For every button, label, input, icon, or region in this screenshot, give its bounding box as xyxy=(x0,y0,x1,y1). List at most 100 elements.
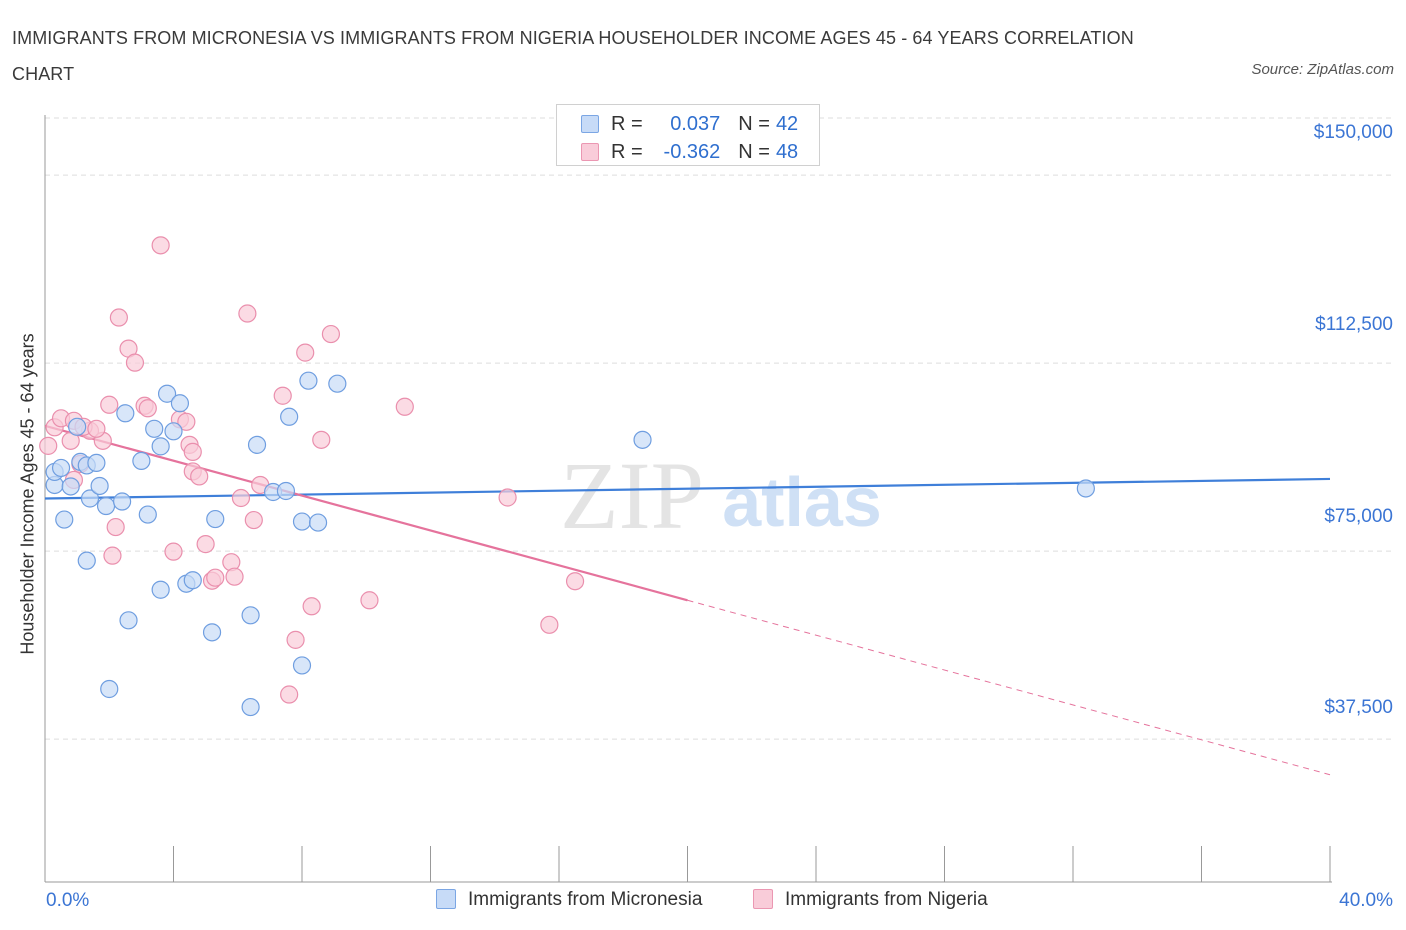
trend-line-solid xyxy=(44,424,688,602)
micronesia-r-value: 0.037 xyxy=(670,113,721,135)
data-points xyxy=(39,236,1095,717)
nigeria-point xyxy=(273,386,292,405)
trend-line-dashed xyxy=(687,599,1331,776)
chart-title: IMMIGRANTS FROM MICRONESIA VS IMMIGRANTS… xyxy=(12,28,1134,84)
nigeria-point xyxy=(138,399,157,418)
nigeria-point xyxy=(360,591,379,610)
micronesia-point xyxy=(116,404,135,423)
micronesia-point xyxy=(138,505,157,524)
micronesia-point xyxy=(151,580,170,599)
nigeria-point xyxy=(286,630,305,649)
watermark: ZIP atlas xyxy=(560,442,882,549)
y-axis-label: Householder Income Ages 45 - 64 years xyxy=(17,333,38,655)
micronesia-point xyxy=(299,371,318,390)
micronesia-point xyxy=(308,513,328,532)
y-tick-label: $75,000 xyxy=(1324,506,1393,527)
micronesia-point xyxy=(87,453,106,473)
gridlines xyxy=(45,117,1392,740)
micronesia-point xyxy=(112,492,132,511)
micronesia-swatch xyxy=(581,115,599,133)
micronesia-point xyxy=(96,496,116,516)
nigeria-point xyxy=(321,324,341,344)
nigeria-point xyxy=(87,419,106,438)
nigeria-point xyxy=(280,685,299,704)
nigeria-point xyxy=(302,597,321,616)
micronesia-point xyxy=(247,435,267,454)
source-label: Source: ZipAtlas.com xyxy=(1251,61,1394,78)
trend-line-solid xyxy=(44,477,1331,500)
nigeria-point xyxy=(151,236,170,255)
micronesia-point xyxy=(77,551,96,570)
micronesia-point xyxy=(157,384,177,403)
y-tick-label: $37,500 xyxy=(1324,697,1393,718)
nigeria-point xyxy=(177,412,196,431)
nigeria-point xyxy=(231,488,251,508)
nigeria-r-value: -0.362 xyxy=(663,141,721,163)
legend-label: Immigrants from Micronesia xyxy=(468,889,703,910)
nigeria-point xyxy=(395,397,414,416)
nigeria-point xyxy=(164,542,183,561)
n-label: N = xyxy=(738,141,770,163)
micronesia-point xyxy=(292,512,312,531)
micronesia-point xyxy=(280,407,299,426)
watermark-zip: ZIP xyxy=(560,442,704,549)
y-tick-label: $150,000 xyxy=(1313,122,1393,143)
micronesia-point xyxy=(1076,479,1095,498)
micronesia-point xyxy=(276,481,296,501)
micronesia-point xyxy=(145,419,164,438)
nigeria-point xyxy=(109,308,128,327)
micronesia-point xyxy=(206,509,225,529)
micronesia-point xyxy=(164,422,183,441)
micronesia-point xyxy=(202,623,222,642)
nigeria-swatch xyxy=(581,143,599,161)
watermark-atlas: atlas xyxy=(722,463,882,541)
micronesia-point xyxy=(170,394,190,413)
nigeria-point xyxy=(39,436,58,455)
legend-item-micronesia: Immigrants from Micronesia xyxy=(436,889,702,911)
micronesia-point xyxy=(61,477,80,496)
legend-item-nigeria: Immigrants from Nigeria xyxy=(753,889,988,911)
micronesia-point xyxy=(90,476,109,496)
micronesia-point xyxy=(183,571,202,590)
y-tick-label: $112,500 xyxy=(1315,314,1393,335)
x-tick-label-left: 0.0% xyxy=(46,890,90,911)
n-label: N = xyxy=(738,113,770,135)
nigeria-point xyxy=(196,535,215,554)
nigeria-point xyxy=(100,395,119,414)
stats-row-nigeria: R = -0.362 N = 48 xyxy=(581,139,798,165)
nigeria-point xyxy=(183,442,202,461)
legend-label: Immigrants from Nigeria xyxy=(785,889,988,910)
r-label: R = xyxy=(611,141,643,163)
micronesia-point xyxy=(132,451,151,471)
micronesia-point xyxy=(68,417,87,436)
nigeria-point xyxy=(225,567,244,586)
micronesia-point xyxy=(241,697,260,717)
nigeria-point xyxy=(106,517,125,537)
nigeria-point xyxy=(540,615,559,634)
micronesia-point xyxy=(51,458,71,478)
stats-legend: R = 0.037 N = 42 R = -0.362 N = 48 xyxy=(556,104,820,166)
nigeria-point xyxy=(244,510,263,530)
nigeria-legend-swatch xyxy=(753,889,773,909)
trend-lines xyxy=(44,424,1331,776)
nigeria-point xyxy=(103,546,122,565)
nigeria-point xyxy=(238,304,257,323)
micronesia-point xyxy=(292,656,312,675)
nigeria-point xyxy=(565,572,585,591)
micronesia-n-value: 42 xyxy=(775,113,799,135)
micronesia-point xyxy=(100,679,119,699)
nigeria-point xyxy=(190,467,209,486)
micronesia-legend-swatch xyxy=(436,889,456,909)
nigeria-n-value: 48 xyxy=(775,141,799,163)
x-tick-label-right: 40.0% xyxy=(1339,890,1393,911)
micronesia-point xyxy=(633,430,652,449)
nigeria-point xyxy=(312,430,331,449)
nigeria-point xyxy=(125,353,145,372)
nigeria-point xyxy=(498,488,517,507)
stats-row-micronesia: R = 0.037 N = 42 xyxy=(581,111,798,137)
r-label: R = xyxy=(611,113,643,135)
nigeria-point xyxy=(206,568,225,587)
micronesia-point xyxy=(328,374,347,393)
micronesia-point xyxy=(55,510,74,529)
